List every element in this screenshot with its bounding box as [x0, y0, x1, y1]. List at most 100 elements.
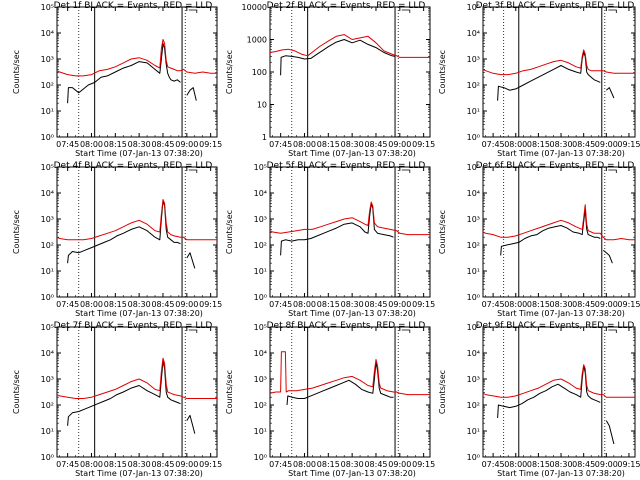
panel-7-ytick-label-4: 10⁴	[41, 349, 54, 358]
panel-6-lld-line-3	[482, 204, 635, 241]
panel-5-ytick-label-4: 10⁴	[254, 189, 267, 198]
panel-1-xlabel: Start Time (07-Jan-13 07:38:20)	[75, 149, 203, 158]
panel-8-plot-frame	[269, 326, 431, 458]
panel-1-xtick-label-2: 08:15	[104, 140, 127, 149]
panel-6-legend-marker	[608, 169, 617, 173]
panel-4-ylabel: Counts/sec	[12, 210, 21, 254]
panel-6-ytick-label-3: 10³	[467, 215, 480, 224]
panel-9-xlabel: Start Time (07-Jan-13 07:38:20)	[497, 469, 625, 478]
panel-9-xtick-label-5: 09:00	[595, 460, 618, 469]
panel-3-xlabel: Start Time (07-Jan-13 07:38:20)	[497, 149, 625, 158]
panel-7-events-line-1	[67, 360, 181, 426]
panel-4-ytick-label-0: 10⁰	[41, 293, 54, 302]
panel-6-ytick-label-5: 10⁵	[467, 163, 480, 172]
panel-8-events-line-1	[286, 361, 394, 406]
panel-3-lld-line-3	[482, 49, 635, 76]
panel-2-xtick-label-3: 08:30	[341, 140, 364, 149]
panel-2-xtick-label-2: 08:15	[317, 140, 340, 149]
panel-2-xtick-label-1: 08:00	[293, 140, 316, 149]
panel-4-lld-line-3	[56, 199, 217, 241]
panel-4-xtick-label-6: 09:15	[199, 300, 222, 309]
panel-6-xtick-label-2: 08:15	[527, 300, 550, 309]
panel-7-lld-line-3	[56, 357, 217, 399]
panel-4-ytick-label-5: 10⁵	[41, 163, 54, 172]
panel-1-lld-line-3	[56, 39, 217, 77]
panel-6-xlabel: Start Time (07-Jan-13 07:38:20)	[497, 309, 625, 318]
panel-5-xtick-label-1: 08:00	[293, 300, 316, 309]
panel-7-ytick-label-0: 10⁰	[41, 453, 54, 462]
panel-9-plot-frame	[482, 326, 636, 458]
panel-5-ytick-label-5: 10⁵	[254, 163, 267, 172]
panel-6-title: Det 6f BLACK = Events, RED = LLD	[476, 161, 635, 171]
panel-5-ytick-label-0: 10⁰	[254, 293, 267, 302]
panel-2-ytick-label-4: 10000	[242, 3, 267, 12]
panel-4-xtick-label-5: 09:00	[175, 300, 198, 309]
panel-8-legend-marker	[401, 329, 411, 333]
panel-3-ytick-label-1: 10¹	[467, 107, 480, 116]
panel-2-ylabel: Counts/sec	[225, 50, 234, 94]
panel-3-events-line-1	[497, 52, 601, 101]
panel-1-title: Det 1f BLACK = Events, RED = LLD	[54, 1, 213, 11]
panel-8-ytick-label-0: 10⁰	[254, 453, 267, 462]
panel-8-ytick-label-2: 10²	[254, 401, 267, 410]
panel-5-title: Det 5f BLACK = Events, RED = LLD	[267, 161, 426, 171]
panel-3-ytick-label-4: 10⁴	[467, 29, 480, 38]
panel-7-xtick-label-3: 08:30	[128, 460, 151, 469]
panel-9-ytick-label-4: 10⁴	[467, 349, 480, 358]
panel-4-xtick-label-2: 08:15	[104, 300, 127, 309]
panel-9-xtick-label-4: 08:45	[572, 460, 595, 469]
panel-3-ylabel: Counts/sec	[438, 50, 447, 94]
panel-6-ytick-label-1: 10¹	[467, 267, 480, 276]
panel-8-xtick-label-5: 09:00	[388, 460, 411, 469]
panel-3-plot-frame	[482, 6, 636, 138]
panel-7-title: Det 7f BLACK = Events, RED = LLD	[54, 321, 213, 331]
panel-7-ytick-label-1: 10¹	[41, 427, 54, 436]
panel-4-xtick-label-0: 07:45	[56, 300, 79, 309]
panel-6-events-line-2	[602, 249, 613, 264]
panel-8-ytick-label-5: 10⁵	[254, 323, 267, 332]
panel-7-ylabel: Counts/sec	[12, 370, 21, 414]
panel-9-events-line-2	[605, 420, 615, 445]
panel-3-legend-marker	[608, 9, 617, 13]
panel-1-ytick-label-3: 10³	[41, 55, 54, 64]
panel-8-xtick-label-2: 08:15	[317, 460, 340, 469]
panel-2-ytick-label-0: 1	[262, 133, 267, 142]
panel-4-ytick-label-1: 10¹	[41, 267, 54, 276]
panel-1-xtick-label-5: 09:00	[175, 140, 198, 149]
panel-9-legend-marker	[608, 329, 617, 333]
panel-4-ytick-label-2: 10²	[41, 241, 54, 250]
panel-8-title: Det 8f BLACK = Events, RED = LLD	[267, 321, 426, 331]
panel-4-xtick-label-3: 08:30	[128, 300, 151, 309]
panel-2-xtick-label-0: 07:45	[269, 140, 292, 149]
panel-6-xtick-label-4: 08:45	[572, 300, 595, 309]
panel-9-ytick-label-5: 10⁵	[467, 323, 480, 332]
panel-8-xtick-label-1: 08:00	[293, 460, 316, 469]
panel-2-lld-line-2	[269, 34, 430, 58]
panel-1-xtick-label-1: 08:00	[80, 140, 103, 149]
panel-2-ytick-label-1: 10	[257, 101, 267, 110]
panel-9-ytick-label-1: 10¹	[467, 427, 480, 436]
panel-8-xtick-label-6: 09:15	[412, 460, 435, 469]
panel-1-xtick-label-6: 09:15	[199, 140, 222, 149]
panel-2-ytick-label-3: 1000	[247, 36, 267, 45]
panel-9-ytick-label-3: 10³	[467, 375, 480, 384]
panel-1-events-line-2	[186, 87, 197, 101]
panel-9-ytick-label-2: 10²	[467, 401, 480, 410]
panel-5-ytick-label-1: 10¹	[254, 267, 267, 276]
panel-1-xtick-label-0: 07:45	[56, 140, 79, 149]
panel-1-legend-marker	[188, 9, 198, 13]
panel-1-events-line-1	[67, 42, 181, 104]
panel-6-xtick-label-1: 08:00	[504, 300, 527, 309]
panel-3-ytick-label-3: 10³	[467, 55, 480, 64]
panel-5-xtick-label-6: 09:15	[412, 300, 435, 309]
panel-5-plot-frame	[269, 166, 431, 298]
panel-9-ylabel: Counts/sec	[438, 370, 447, 414]
panel-5-xtick-label-3: 08:30	[341, 300, 364, 309]
panel-4-ytick-label-3: 10³	[41, 215, 54, 224]
panel-3-xtick-label-0: 07:45	[482, 140, 505, 149]
panel-7-ytick-label-3: 10³	[41, 375, 54, 384]
panel-2-title: Det 2f BLACK = Events, RED = LLD	[267, 1, 426, 11]
panel-5-lld-line-2	[269, 201, 430, 236]
panel-5-events-line-1	[280, 202, 394, 256]
panel-4-title: Det 4f BLACK = Events, RED = LLD	[54, 161, 213, 171]
